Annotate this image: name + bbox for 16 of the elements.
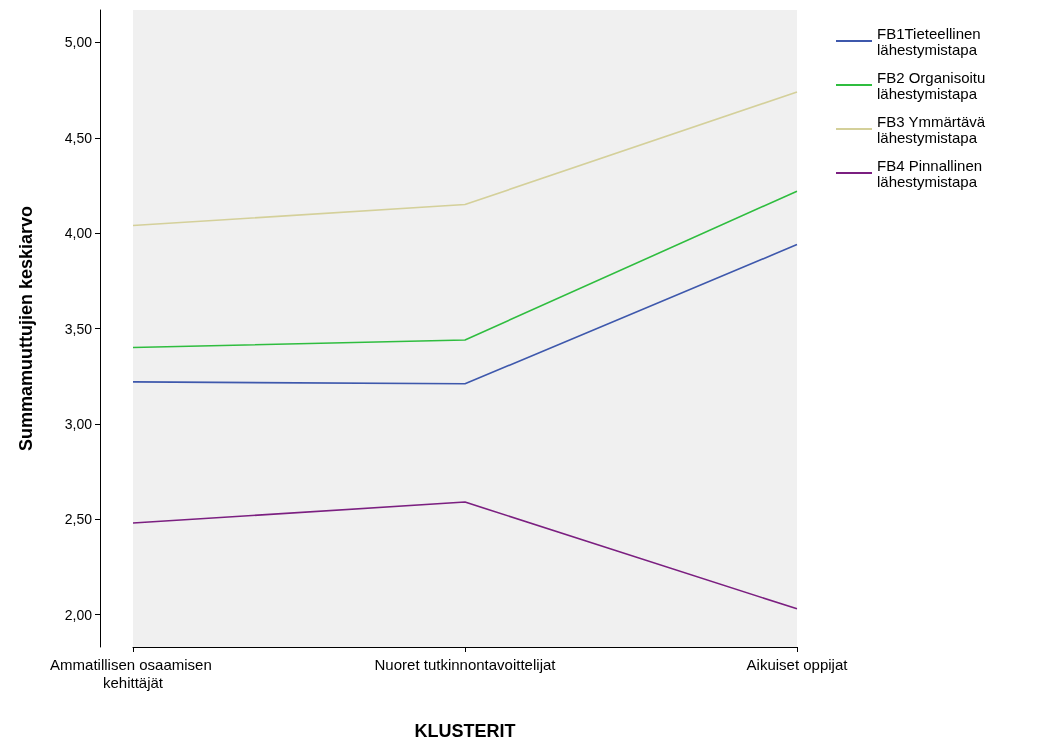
legend-label: FB4 Pinnallinen lähestymistapa <box>877 156 987 190</box>
y-tick-label: 3,50 <box>64 320 93 337</box>
y-tick-label: 2,00 <box>64 606 93 623</box>
y-tick-label: 4,50 <box>64 129 93 146</box>
legend-label: FB2 Organisoitu lähestymistapa <box>877 68 990 102</box>
legend-label: FB1Tieteellinen lähestymistapa <box>877 24 985 58</box>
legend-label: FB3 Ymmärtävä lähestymistapa <box>877 112 990 146</box>
y-tick-label: 5,00 <box>64 34 93 51</box>
y-tick-label: 4,00 <box>64 225 93 242</box>
x-tick-label: Aikuiset oppijat <box>746 655 849 673</box>
x-tick-label: Nuoret tutkinnontavoittelijat <box>374 655 557 673</box>
y-tick-label: 2,50 <box>64 511 93 528</box>
x-axis-title: KLUSTERIT <box>414 721 516 741</box>
y-tick-label: 3,00 <box>64 415 93 432</box>
y-axis-title: Summamuuttujien keskiarvo <box>16 205 36 452</box>
x-tick-label: Ammatillisen osaamisen kehittäjät <box>50 655 216 691</box>
